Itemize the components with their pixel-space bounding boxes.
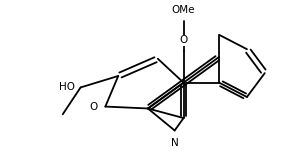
Text: HO: HO bbox=[59, 82, 75, 92]
Text: O: O bbox=[89, 102, 98, 112]
Text: O: O bbox=[180, 35, 188, 45]
Text: N: N bbox=[171, 138, 178, 148]
Text: OMe: OMe bbox=[172, 5, 195, 15]
